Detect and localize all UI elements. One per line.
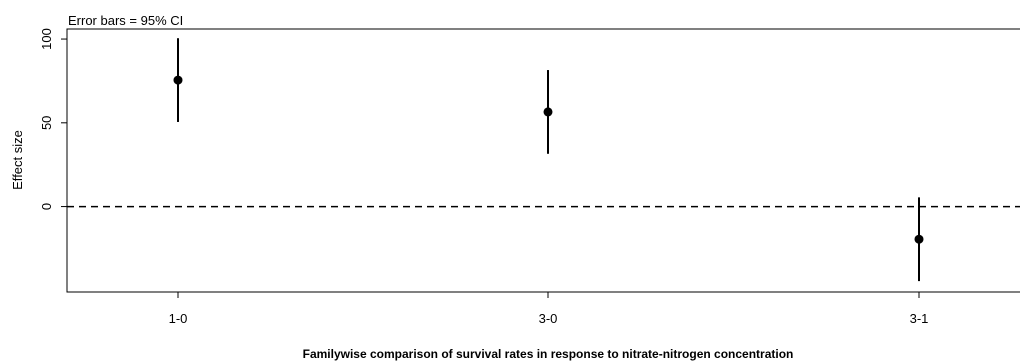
y-tick-label: 50 [39, 116, 54, 130]
x-tick-label: 3-1 [910, 311, 929, 326]
data-point [173, 75, 183, 85]
x-tick-label: 1-0 [169, 311, 188, 326]
data-series [173, 38, 924, 282]
plot-frame [66, 28, 1020, 293]
y-axis: 0 50 100 [39, 28, 67, 210]
data-point [914, 234, 924, 244]
x-axis-label: Familywise comparison of survival rates … [303, 347, 794, 361]
x-tick-label: 3-0 [539, 311, 558, 326]
y-tick-label: 100 [39, 28, 54, 50]
y-tick-label: 0 [39, 203, 54, 210]
data-point [543, 107, 553, 117]
ci-annotation: Error bars = 95% CI [68, 13, 183, 28]
y-axis-label: Effect size [10, 130, 25, 190]
x-axis: 1-0 3-0 3-1 [169, 292, 929, 326]
